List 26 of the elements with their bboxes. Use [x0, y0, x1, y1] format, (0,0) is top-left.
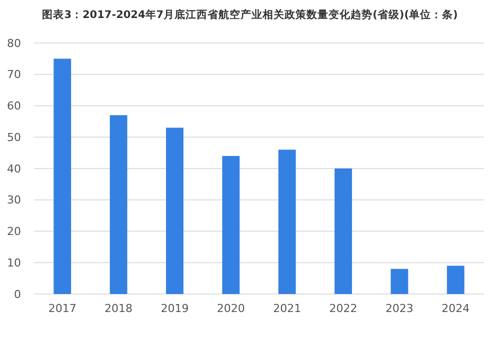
bar: [166, 128, 184, 294]
bar: [446, 266, 464, 294]
bar: [278, 150, 296, 294]
y-tick-label: 70: [7, 68, 21, 82]
y-tick-label: 40: [7, 162, 21, 176]
x-tick-label: 2021: [273, 302, 302, 315]
chart-title: 图表3：2017-2024年7月底江西省航空产业相关政策数量变化趋势(省级)(单位：条): [42, 8, 458, 21]
bar: [54, 58, 72, 294]
bar: [110, 115, 128, 294]
y-tick-label: 50: [7, 130, 21, 144]
y-tick-label: 10: [7, 256, 21, 270]
x-tick-label: 2023: [385, 302, 414, 315]
y-tick-label: 80: [7, 36, 21, 50]
y-tick-label: 30: [7, 194, 21, 207]
x-tick-label: 2018: [104, 302, 133, 315]
x-tick-label: 2020: [216, 302, 245, 315]
x-tick-label: 2019: [160, 302, 189, 315]
bar: [390, 268, 408, 294]
x-tick-label: 2024: [442, 302, 470, 315]
bar: [222, 156, 240, 294]
y-tick-label: 60: [7, 100, 21, 113]
bar: [334, 168, 352, 294]
x-tick-label: 2022: [329, 302, 358, 315]
x-tick-label: 2017: [48, 302, 76, 315]
y-tick-label: 0: [14, 288, 21, 301]
y-tick-label: 20: [7, 225, 21, 238]
